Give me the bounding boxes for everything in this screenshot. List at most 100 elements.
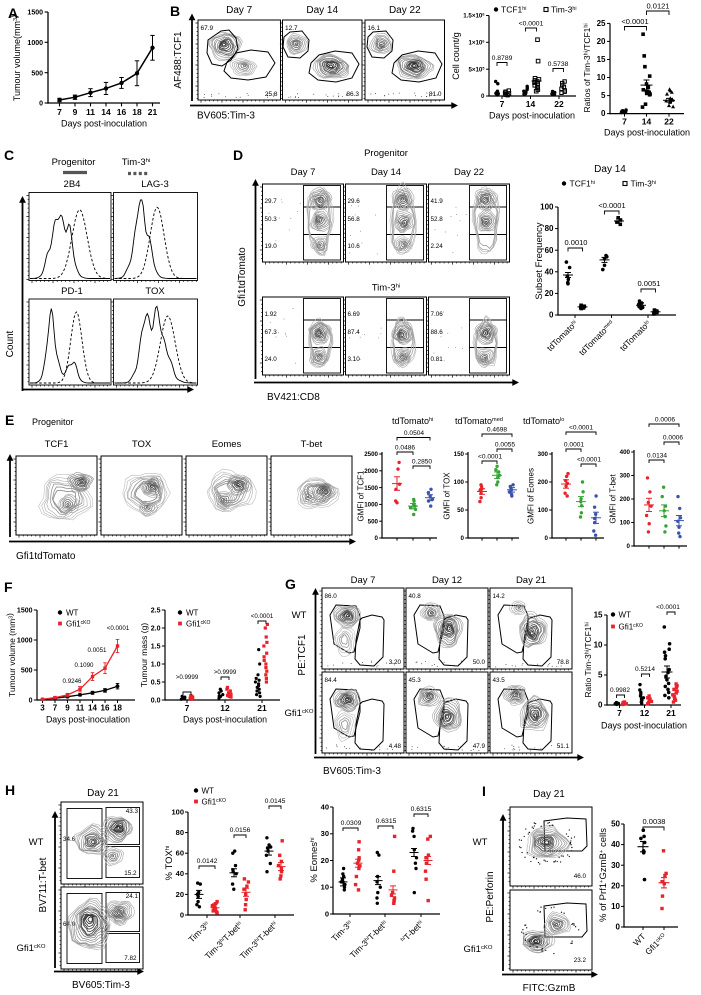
svg-text:Day 14: Day 14 bbox=[306, 5, 338, 16]
svg-text:500: 500 bbox=[368, 518, 379, 525]
svg-text:46.0: 46.0 bbox=[574, 873, 587, 880]
svg-text:14: 14 bbox=[642, 117, 652, 127]
svg-text:0.8789: 0.8789 bbox=[492, 55, 513, 62]
svg-text:0.0038: 0.0038 bbox=[643, 817, 666, 826]
svg-text:0: 0 bbox=[601, 109, 606, 118]
svg-text:0.0: 0.0 bbox=[151, 697, 161, 704]
svg-text:5×105: 5×105 bbox=[468, 66, 484, 73]
svg-text:% Eomeshi: % Eomeshi bbox=[309, 837, 320, 882]
svg-text:0: 0 bbox=[325, 909, 329, 918]
svg-text:<0.0001: <0.0001 bbox=[598, 201, 625, 210]
svg-text:Gfi1cKO: Gfi1cKO bbox=[186, 620, 211, 629]
svg-text:47.9: 47.9 bbox=[473, 743, 486, 750]
svg-text:7: 7 bbox=[500, 99, 505, 109]
svg-text:15: 15 bbox=[594, 611, 603, 620]
svg-text:40: 40 bbox=[321, 802, 329, 811]
svg-text:1.5: 1.5 bbox=[151, 643, 161, 650]
svg-text:GMFI of Eomes: GMFI of Eomes bbox=[527, 468, 536, 524]
svg-text:20: 20 bbox=[611, 881, 620, 890]
svg-text:WT: WT bbox=[186, 609, 199, 618]
svg-text:9: 9 bbox=[65, 704, 70, 713]
svg-text:15: 15 bbox=[597, 55, 606, 64]
svg-text:Tumour mass (g): Tumour mass (g) bbox=[139, 623, 149, 688]
svg-text:20: 20 bbox=[176, 890, 184, 899]
svg-text:Tim-3hi: Tim-3hi bbox=[372, 283, 401, 294]
svg-text:BV421:CD8: BV421:CD8 bbox=[267, 392, 320, 403]
svg-text:Days post-inoculation: Days post-inoculation bbox=[61, 119, 147, 129]
svg-text:B: B bbox=[170, 3, 180, 19]
svg-text:0.0134: 0.0134 bbox=[647, 453, 668, 460]
svg-text:% of Prf1+GzmB+ cells: % of Prf1+GzmB+ cells bbox=[598, 828, 609, 922]
svg-text:PE:TCF1: PE:TCF1 bbox=[297, 634, 308, 676]
svg-text:Day 7: Day 7 bbox=[226, 5, 253, 16]
svg-text:<0.0001: <0.0001 bbox=[107, 625, 130, 632]
svg-text:0: 0 bbox=[598, 701, 603, 710]
svg-text:50: 50 bbox=[611, 820, 620, 829]
svg-text:0.1090: 0.1090 bbox=[75, 662, 94, 669]
svg-text:78.8: 78.8 bbox=[557, 659, 570, 666]
svg-text:<0.0001: <0.0001 bbox=[577, 457, 601, 464]
svg-text:<0.0001: <0.0001 bbox=[478, 454, 502, 461]
svg-text:0.0309: 0.0309 bbox=[341, 820, 362, 827]
svg-text:G: G bbox=[285, 576, 296, 592]
svg-text:30: 30 bbox=[321, 829, 329, 838]
svg-text:Gfi1cKO: Gfi1cKO bbox=[202, 798, 227, 807]
svg-text:86.3: 86.3 bbox=[346, 91, 359, 98]
svg-text:2.24: 2.24 bbox=[431, 243, 444, 250]
svg-text:100: 100 bbox=[540, 203, 554, 212]
svg-text:100: 100 bbox=[454, 479, 465, 486]
svg-text:67.9: 67.9 bbox=[201, 25, 214, 32]
svg-text:40: 40 bbox=[611, 840, 620, 849]
svg-text:40: 40 bbox=[176, 869, 184, 878]
svg-text:0.0504: 0.0504 bbox=[404, 430, 425, 437]
svg-text:Day 14: Day 14 bbox=[594, 164, 626, 175]
svg-text:25.8: 25.8 bbox=[265, 91, 278, 98]
svg-text:Tim-3hi: Tim-3hi bbox=[551, 5, 577, 15]
svg-text:81.0: 81.0 bbox=[429, 91, 442, 98]
svg-text:56.8: 56.8 bbox=[348, 216, 361, 223]
svg-text:43.5: 43.5 bbox=[493, 677, 506, 684]
svg-text:3.10: 3.10 bbox=[348, 356, 361, 363]
svg-text:15.2: 15.2 bbox=[124, 870, 137, 877]
svg-text:Days post-inoculation: Days post-inoculation bbox=[46, 715, 130, 725]
svg-text:Tim-3hi: Tim-3hi bbox=[631, 179, 657, 189]
svg-text:60: 60 bbox=[545, 246, 554, 255]
svg-text:Progenitor: Progenitor bbox=[52, 157, 96, 168]
svg-text:TCF1hi: TCF1hi bbox=[501, 5, 526, 15]
svg-text:84.4: 84.4 bbox=[325, 677, 338, 684]
svg-text:1.0: 1.0 bbox=[151, 661, 161, 668]
svg-text:WT: WT bbox=[29, 837, 44, 848]
svg-text:18: 18 bbox=[113, 704, 122, 713]
svg-text:1000: 1000 bbox=[27, 40, 43, 47]
svg-text:<0.0001: <0.0001 bbox=[251, 613, 274, 620]
svg-text:tdTomatolo: tdTomatolo bbox=[523, 416, 564, 426]
svg-text:1.5×106: 1.5×106 bbox=[463, 13, 484, 20]
svg-text:Gfi1cKO: Gfi1cKO bbox=[464, 944, 493, 955]
svg-text:<0.0001: <0.0001 bbox=[519, 21, 544, 28]
svg-text:BV711:T-bet: BV711:T-bet bbox=[38, 857, 49, 912]
svg-text:18: 18 bbox=[132, 107, 142, 117]
svg-text:Day 22: Day 22 bbox=[454, 167, 484, 178]
svg-text:>0.9999: >0.9999 bbox=[214, 669, 237, 676]
svg-text:5: 5 bbox=[601, 91, 606, 100]
svg-text:Day 21: Day 21 bbox=[533, 789, 565, 800]
svg-text:80: 80 bbox=[176, 828, 184, 837]
svg-text:60: 60 bbox=[176, 849, 184, 858]
svg-text:E: E bbox=[5, 412, 14, 428]
svg-text:0.0006: 0.0006 bbox=[663, 435, 684, 442]
svg-text:WT: WT bbox=[619, 611, 632, 620]
svg-text:51.1: 51.1 bbox=[557, 743, 570, 750]
svg-text:Count: Count bbox=[5, 330, 16, 357]
svg-text:21: 21 bbox=[666, 708, 676, 718]
svg-text:0: 0 bbox=[627, 543, 631, 550]
svg-text:12: 12 bbox=[640, 708, 650, 718]
svg-text:24.0: 24.0 bbox=[265, 356, 278, 363]
svg-text:Ratios of Tim-3hi/TCF1hi: Ratios of Tim-3hi/TCF1hi bbox=[582, 23, 592, 112]
svg-text:7: 7 bbox=[617, 708, 622, 718]
svg-text:52.8: 52.8 bbox=[431, 216, 444, 223]
svg-text:29.7: 29.7 bbox=[265, 198, 278, 205]
svg-text:0.6315: 0.6315 bbox=[411, 806, 432, 813]
svg-text:Days post-inoculation: Days post-inoculation bbox=[604, 128, 690, 138]
svg-text:7: 7 bbox=[622, 117, 627, 127]
svg-text:0.81: 0.81 bbox=[431, 356, 444, 363]
